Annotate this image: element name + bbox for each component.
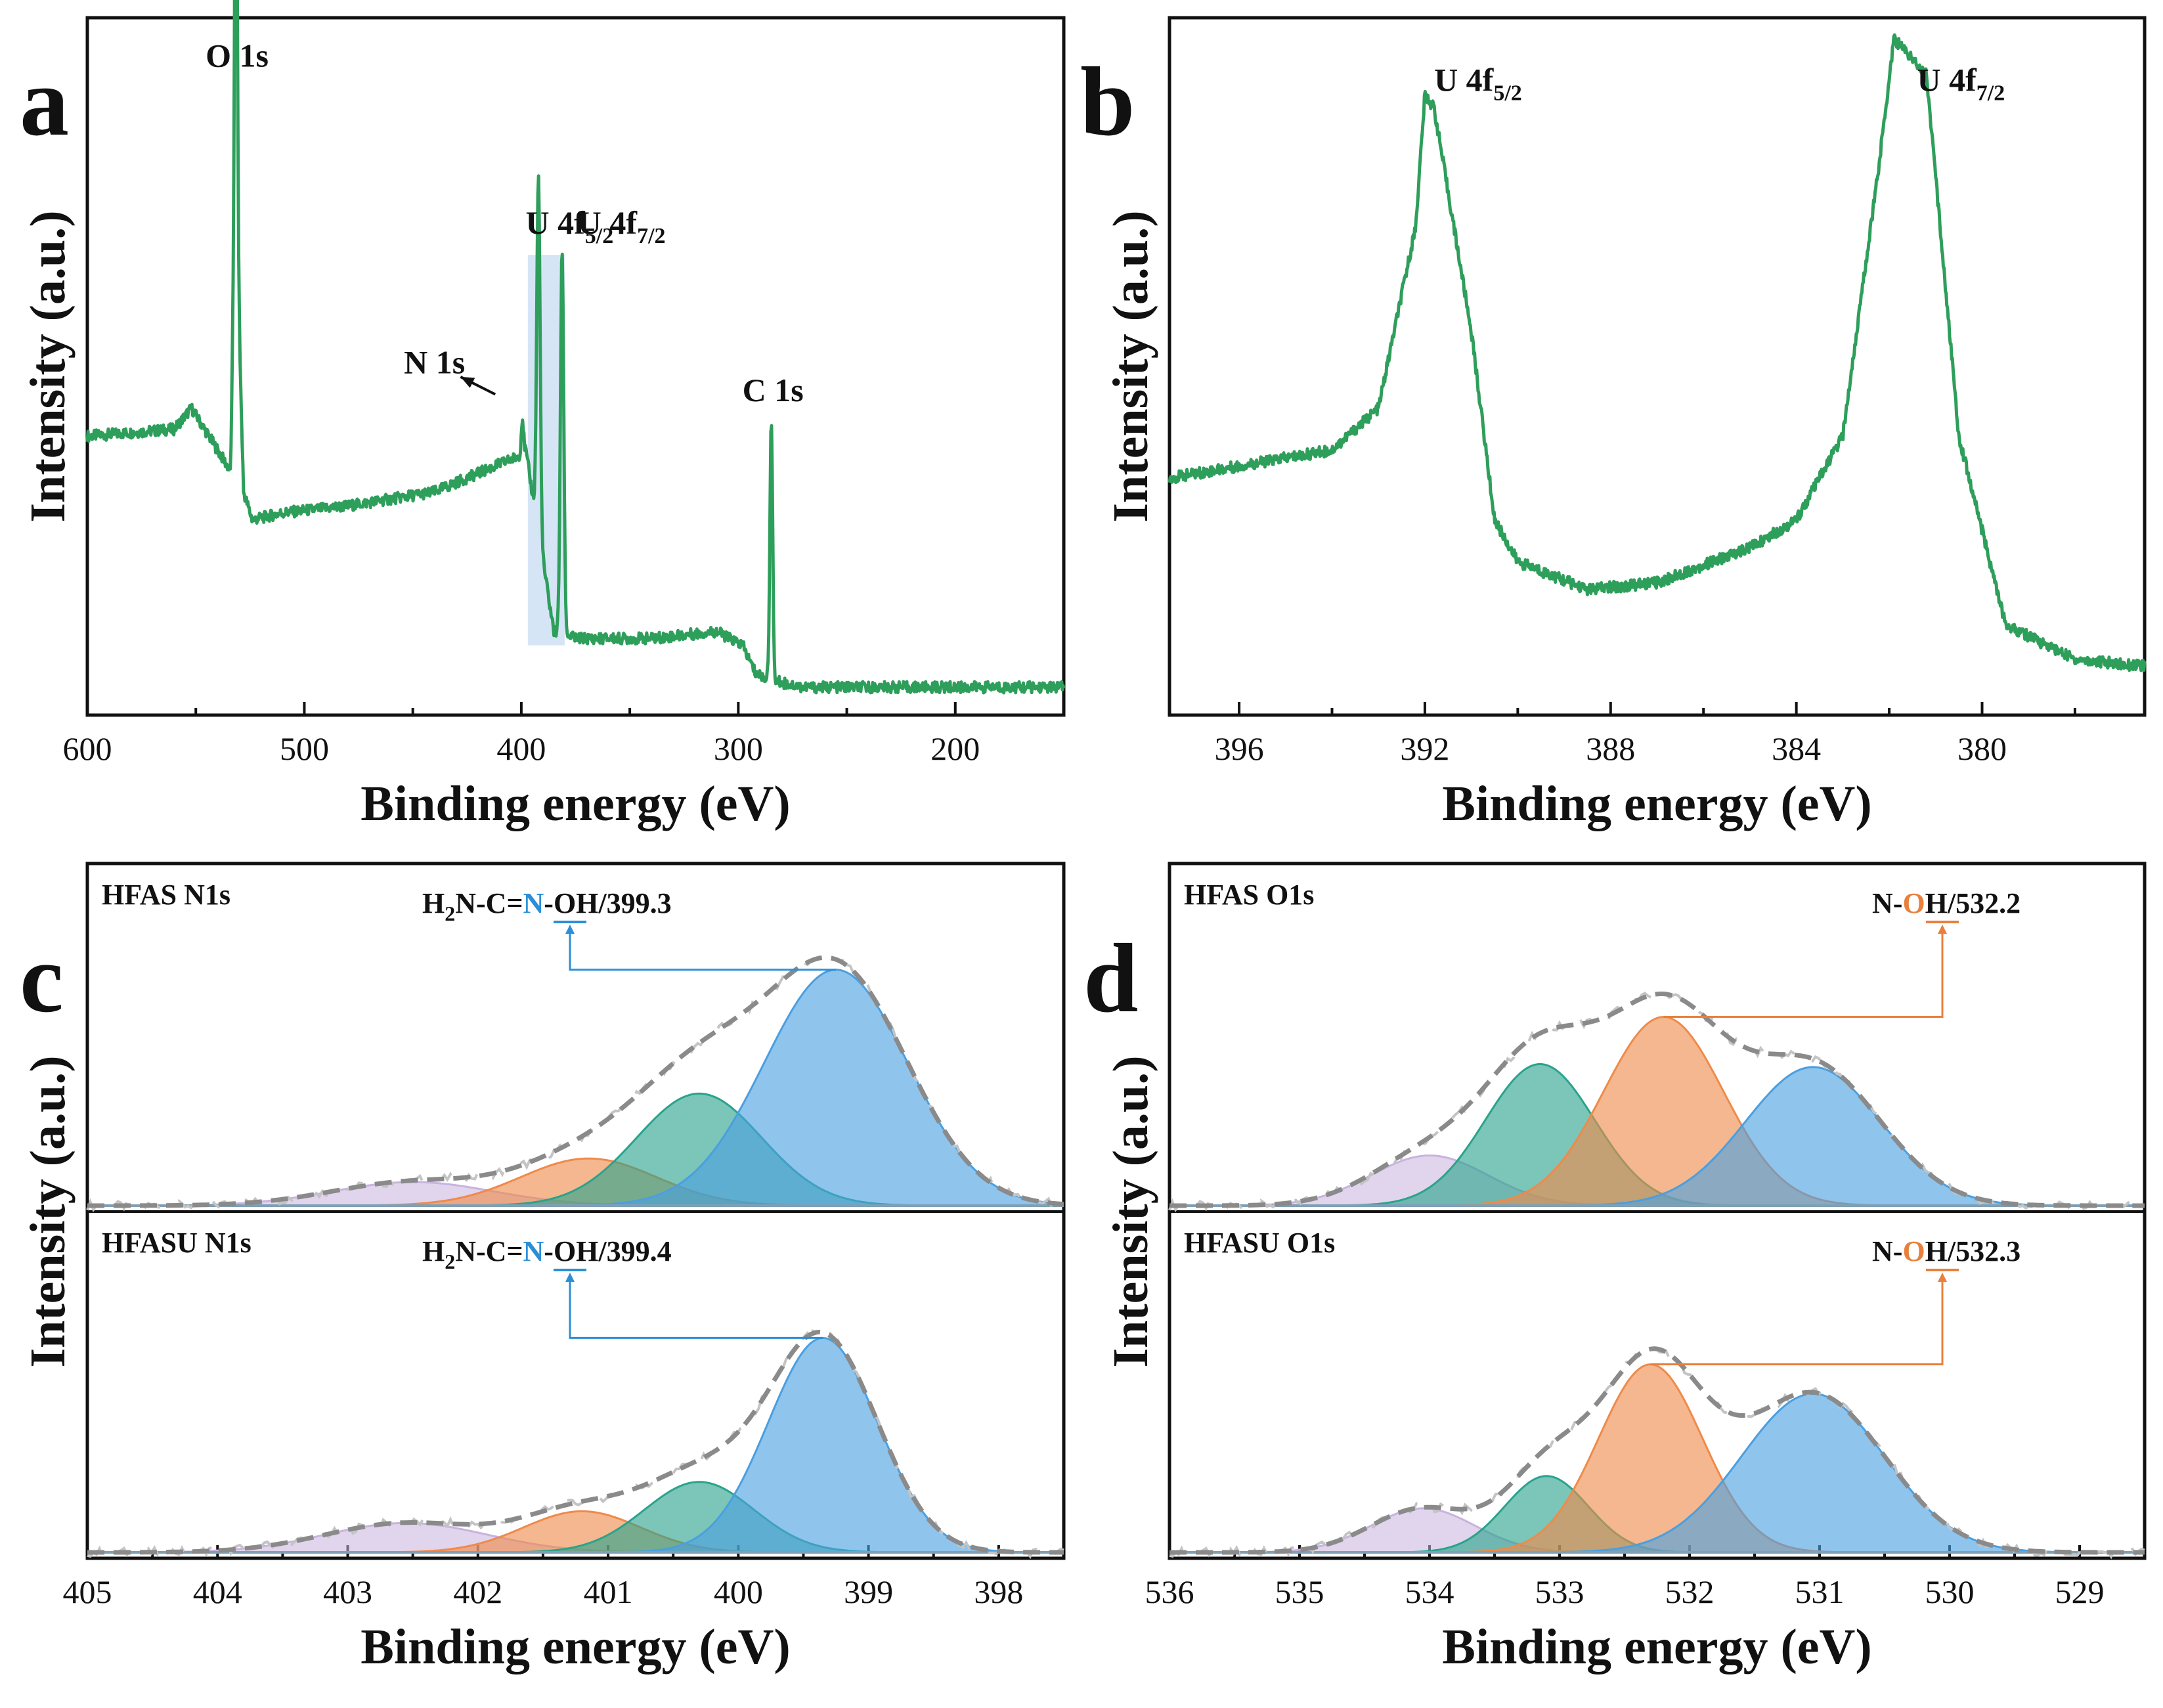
x-tick-label-d: 531 <box>1795 1573 1845 1610</box>
fit-envelope <box>87 1329 1064 1555</box>
fit-component-orange <box>87 1158 1064 1206</box>
annotation-leader-arrow <box>565 1273 575 1282</box>
x-tick-label-d: 533 <box>1535 1573 1584 1610</box>
x-tick-label-d: 530 <box>1925 1573 1975 1610</box>
x-tick-label-d: 535 <box>1275 1573 1324 1610</box>
x-tick-label-c: 398 <box>974 1573 1023 1610</box>
x-tick-label-b: 380 <box>1957 730 2007 767</box>
peak-label-n1s: N 1s <box>404 344 465 381</box>
panel-a: 600 500 400 300 200 Binding energy (eV) Intens… <box>20 0 1066 831</box>
peak-annotation: H2N-C=N-OH/399.3 <box>422 887 672 925</box>
x-tick-label-c: 405 <box>63 1573 112 1610</box>
annotation-leader <box>569 927 837 971</box>
annotation-leader-arrow <box>1938 1273 1947 1282</box>
annotation-leader <box>1663 927 1944 1018</box>
panel-b: 396 392 388 384 380 Binding energy (eV) Intens… <box>1080 16 2147 831</box>
x-tick-label-a: 200 <box>930 730 980 767</box>
x-tick-label-a: 400 <box>496 730 546 767</box>
fit-component-purple <box>1169 1508 2145 1553</box>
fit-component-orange <box>87 1511 1064 1553</box>
x-tick-label-d: 532 <box>1665 1573 1715 1610</box>
fit-component-purple <box>87 1523 1064 1553</box>
x-tick-label-b: 392 <box>1400 730 1449 767</box>
peak-label-c1s: C 1s <box>743 372 804 408</box>
subplot-title: HFASU N1s <box>102 1227 251 1259</box>
y-axis-title-b: Intensity (a.u.) <box>1103 210 1158 522</box>
y-axis-title-d: Intensity (a.u.) <box>1103 1055 1158 1367</box>
y-axis-title-c: Intensity (a.u.) <box>20 1055 76 1367</box>
peak-annotation: N-OH/532.2 <box>1872 887 2021 919</box>
x-tick-label-c: 404 <box>193 1573 242 1610</box>
x-tick-label-b: 384 <box>1772 730 1821 767</box>
x-tick-label-c: 401 <box>584 1573 633 1610</box>
x-axis-title-d: Binding energy (eV) <box>1442 1619 1871 1675</box>
annotation-leader-arrow <box>565 925 575 934</box>
fit-envelope <box>87 955 1064 1208</box>
x-tick-label-d: 534 <box>1405 1573 1454 1610</box>
annotation-leader <box>569 1275 823 1339</box>
fit-envelope <box>1169 992 2145 1208</box>
peak-label-o1s: O 1s <box>206 37 269 74</box>
x-tick-label-b: 396 <box>1215 730 1264 767</box>
panel-letter-c: c <box>20 924 64 1033</box>
x-tick-label-c: 402 <box>453 1573 502 1610</box>
fit-component-purple <box>87 1182 1064 1206</box>
subplot-c-0: HFAS N1s H2N-C=N-OH/399.3 <box>86 879 1064 1213</box>
x-tick-label-a: 300 <box>714 730 763 767</box>
panel-letter-b: b <box>1080 47 1135 156</box>
peak-annotation: H2N-C=N-OH/399.4 <box>422 1235 672 1273</box>
subplot-d-1: HFASU O1s N-OH/532.3 <box>1169 1227 2145 1560</box>
annotation-leader-arrow <box>1938 925 1947 934</box>
panel-letter-d: d <box>1083 924 1138 1033</box>
x-tick-label-d: 536 <box>1145 1573 1194 1610</box>
u-u_label_right-label: U 4f7/2 <box>578 204 666 248</box>
panel-c: 405 404 403 402 401 400 399 398 Binding energy (… <box>20 862 1066 1675</box>
u-u_label_left-label: U 4f5/2 <box>1434 62 1522 106</box>
subplot-title: HFASU O1s <box>1184 1227 1335 1259</box>
spectrum-line-b <box>1168 33 2147 672</box>
fit-component-blue <box>87 1338 1064 1553</box>
x-tick-label-c: 400 <box>714 1573 763 1610</box>
y-axis-title-a: Intensity (a.u.) <box>20 210 76 522</box>
x-tick-label-b: 388 <box>1586 730 1635 767</box>
x-tick-label-c: 399 <box>844 1573 893 1610</box>
raw-data-trace <box>87 1325 1064 1560</box>
annotation-leader <box>1650 1275 1944 1366</box>
x-axis-title-b: Binding energy (eV) <box>1442 776 1871 831</box>
x-tick-label-a: 500 <box>280 730 329 767</box>
fit-component-blue <box>87 969 1064 1206</box>
fit-component-orange <box>1169 1364 2145 1553</box>
fit-component-blue <box>1169 1066 2145 1206</box>
x-tick-label-a: 600 <box>63 730 112 767</box>
u-u_label_right-label: U 4f7/2 <box>1917 62 2005 106</box>
plot-frame-b <box>1168 16 2147 717</box>
plot-frame-a <box>85 16 1066 717</box>
x-axis-title-a: Binding energy (eV) <box>360 776 790 831</box>
spectrum-line-a <box>85 0 1066 695</box>
x-tick-label-d: 529 <box>2055 1573 2105 1610</box>
fit-component-orange <box>1169 1017 2145 1206</box>
subplot-c-1: HFASU N1s H2N-C=N-OH/399.4 <box>87 1227 1064 1560</box>
x-axis-title-c: Binding energy (eV) <box>360 1619 790 1675</box>
x-tick-label-c: 403 <box>323 1573 372 1610</box>
panel-d: 536 535 534 533 532 531 530 529 Binding energy (… <box>1083 862 2147 1675</box>
fit-envelope <box>1169 1346 2145 1555</box>
peak-annotation: N-OH/532.3 <box>1872 1235 2021 1267</box>
n1s-arrow-head <box>460 376 475 388</box>
subplot-d-0: HFAS O1s N-OH/532.2 <box>1168 879 2145 1213</box>
fit-component-purple <box>1169 1155 2145 1206</box>
subplot-title: HFAS N1s <box>102 879 230 911</box>
subplot-title: HFAS O1s <box>1184 879 1314 911</box>
u-u_label_left-label: U 4f5/2 <box>525 204 613 248</box>
panel-letter-a: a <box>20 47 69 156</box>
fit-component-blue <box>1169 1393 2145 1553</box>
